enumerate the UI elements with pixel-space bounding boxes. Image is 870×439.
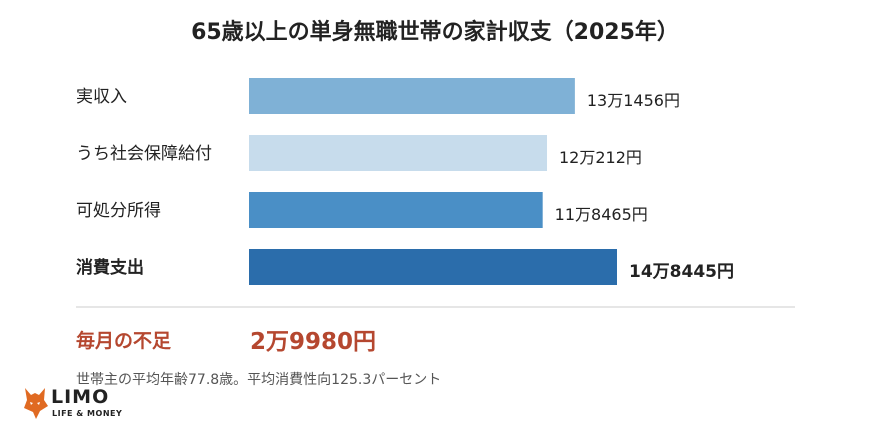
deficit-value: 2万9980円 xyxy=(250,329,377,355)
footnote: 世帯主の平均年齢77.8歳。平均消費性向125.3パーセント xyxy=(76,372,442,388)
bar xyxy=(249,135,548,171)
category-label: 可処分所得 xyxy=(76,201,161,221)
value-label: 13万1456円 xyxy=(587,91,680,110)
fox-icon xyxy=(24,388,48,419)
value-label: 11万8465円 xyxy=(555,205,648,224)
category-label: 実収入 xyxy=(76,87,127,107)
logo-tagline: LIFE & MONEY xyxy=(52,409,123,418)
category-label: 消費支出 xyxy=(76,257,144,278)
chart-title: 65歳以上の単身無職世帯の家計収支（2025年） xyxy=(191,20,679,45)
bar xyxy=(249,249,617,285)
logo-name: LIMO xyxy=(51,386,110,408)
deficit-label: 毎月の不足 xyxy=(76,330,172,352)
value-label: 12万212円 xyxy=(559,148,642,167)
category-label: うち社会保障給付 xyxy=(76,144,212,164)
limo-logo: LIMO LIFE & MONEY xyxy=(22,384,132,424)
bar xyxy=(249,78,575,114)
bar xyxy=(249,192,543,228)
value-label: 14万8445円 xyxy=(629,262,734,282)
